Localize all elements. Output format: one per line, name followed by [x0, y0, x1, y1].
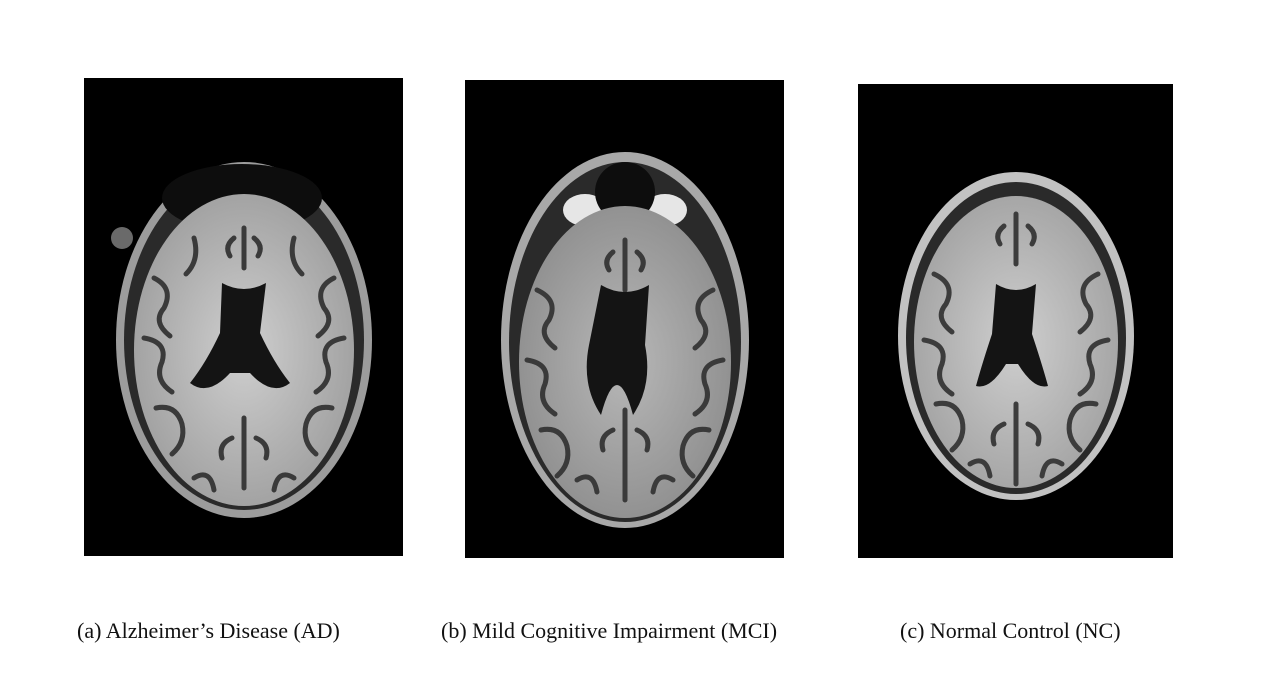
mri-panel-mci [465, 80, 784, 558]
caption-ad: (a) Alzheimer’s Disease (AD) [77, 618, 340, 643]
cortical-folds [141, 225, 347, 493]
lateral-ventricles [190, 283, 290, 389]
caption-nc: (c) Normal Control (NC) [900, 618, 1121, 643]
mri-axial-slice-mci [501, 152, 749, 528]
lateral-ventricles [586, 285, 649, 415]
caption-mci: (b) Mild Cognitive Impairment (MCI) [441, 618, 778, 643]
cortical-folds [524, 237, 726, 503]
mri-panel-nc [858, 84, 1173, 558]
artifact-marker [111, 227, 133, 249]
mri-panel-ad [84, 78, 403, 556]
cortical-folds [921, 211, 1111, 487]
lateral-ventricles [976, 284, 1048, 387]
mri-axial-slice-ad [111, 162, 372, 518]
mri-axial-slice-nc [898, 172, 1134, 500]
